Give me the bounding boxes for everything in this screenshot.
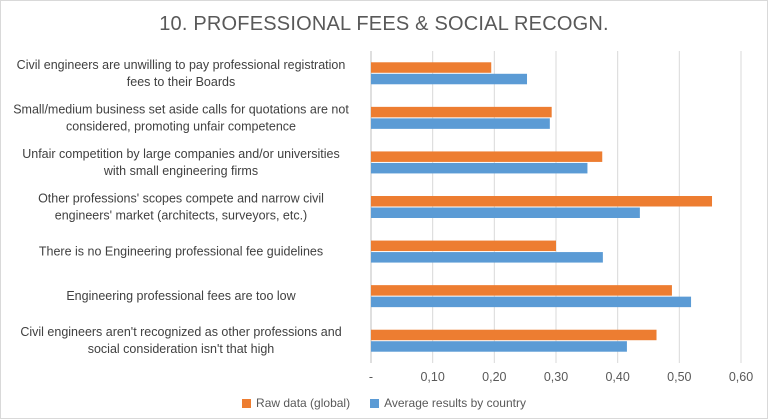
bar-raw-data bbox=[371, 196, 713, 207]
category-label: considered, promoting unfair competence bbox=[66, 119, 296, 133]
bar-average-by-country bbox=[371, 296, 692, 308]
bar-average-by-country bbox=[371, 162, 588, 174]
legend-swatch-raw bbox=[242, 398, 252, 408]
x-tick-label: 0,60 bbox=[729, 370, 753, 384]
category-label: Unfair competition by large companies an… bbox=[22, 147, 340, 161]
category-label: Civil engineers aren't recognized as oth… bbox=[20, 325, 341, 339]
category-label: with small engineering firms bbox=[103, 164, 258, 178]
category-label: There is no Engineering professional fee… bbox=[39, 245, 323, 259]
category-label: Other professions' scopes compete and na… bbox=[38, 192, 324, 206]
bar-raw-data bbox=[371, 62, 492, 73]
bar-average-by-country bbox=[371, 207, 640, 218]
legend-label-average: Average results by country bbox=[384, 396, 526, 410]
bar-raw-data bbox=[371, 106, 552, 118]
bar-average-by-country bbox=[371, 73, 528, 85]
x-tick-label: 0,20 bbox=[482, 370, 506, 384]
legend-label-raw: Raw data (global) bbox=[256, 396, 351, 410]
category-label: Small/medium business set aside calls fo… bbox=[13, 102, 349, 116]
bar-raw-data bbox=[371, 240, 556, 252]
x-tick-label: 0,30 bbox=[544, 370, 568, 384]
legend-item-raw: Raw data (global) bbox=[242, 396, 350, 410]
x-tick-label: 0,40 bbox=[605, 370, 629, 384]
legend-swatch-average bbox=[370, 398, 380, 408]
category-label: Civil engineers are unwilling to pay pro… bbox=[17, 58, 346, 72]
category-label: social consideration isn't that high bbox=[88, 342, 275, 356]
bar-average-by-country bbox=[371, 118, 550, 129]
x-tick-label: 0,50 bbox=[667, 370, 691, 384]
x-tick-label: 0,10 bbox=[420, 370, 444, 384]
x-tick-label: - bbox=[369, 370, 373, 384]
bar-raw-data bbox=[371, 329, 657, 341]
legend: Raw data (global) Average results by cou… bbox=[1, 396, 767, 410]
bar-raw-data bbox=[371, 151, 603, 162]
category-label: engineers' market (architects, surveyors… bbox=[55, 209, 307, 223]
chart-title: 10. PROFESSIONAL FEES & SOCIAL RECOGN. bbox=[159, 13, 609, 35]
bar-average-by-country bbox=[371, 252, 603, 263]
bar-raw-data bbox=[371, 285, 672, 296]
category-label: Engineering professional fees are too lo… bbox=[66, 289, 296, 303]
legend-item-average: Average results by country bbox=[370, 396, 526, 410]
category-label: fees to their Boards bbox=[127, 75, 235, 89]
bar-average-by-country bbox=[371, 341, 627, 352]
